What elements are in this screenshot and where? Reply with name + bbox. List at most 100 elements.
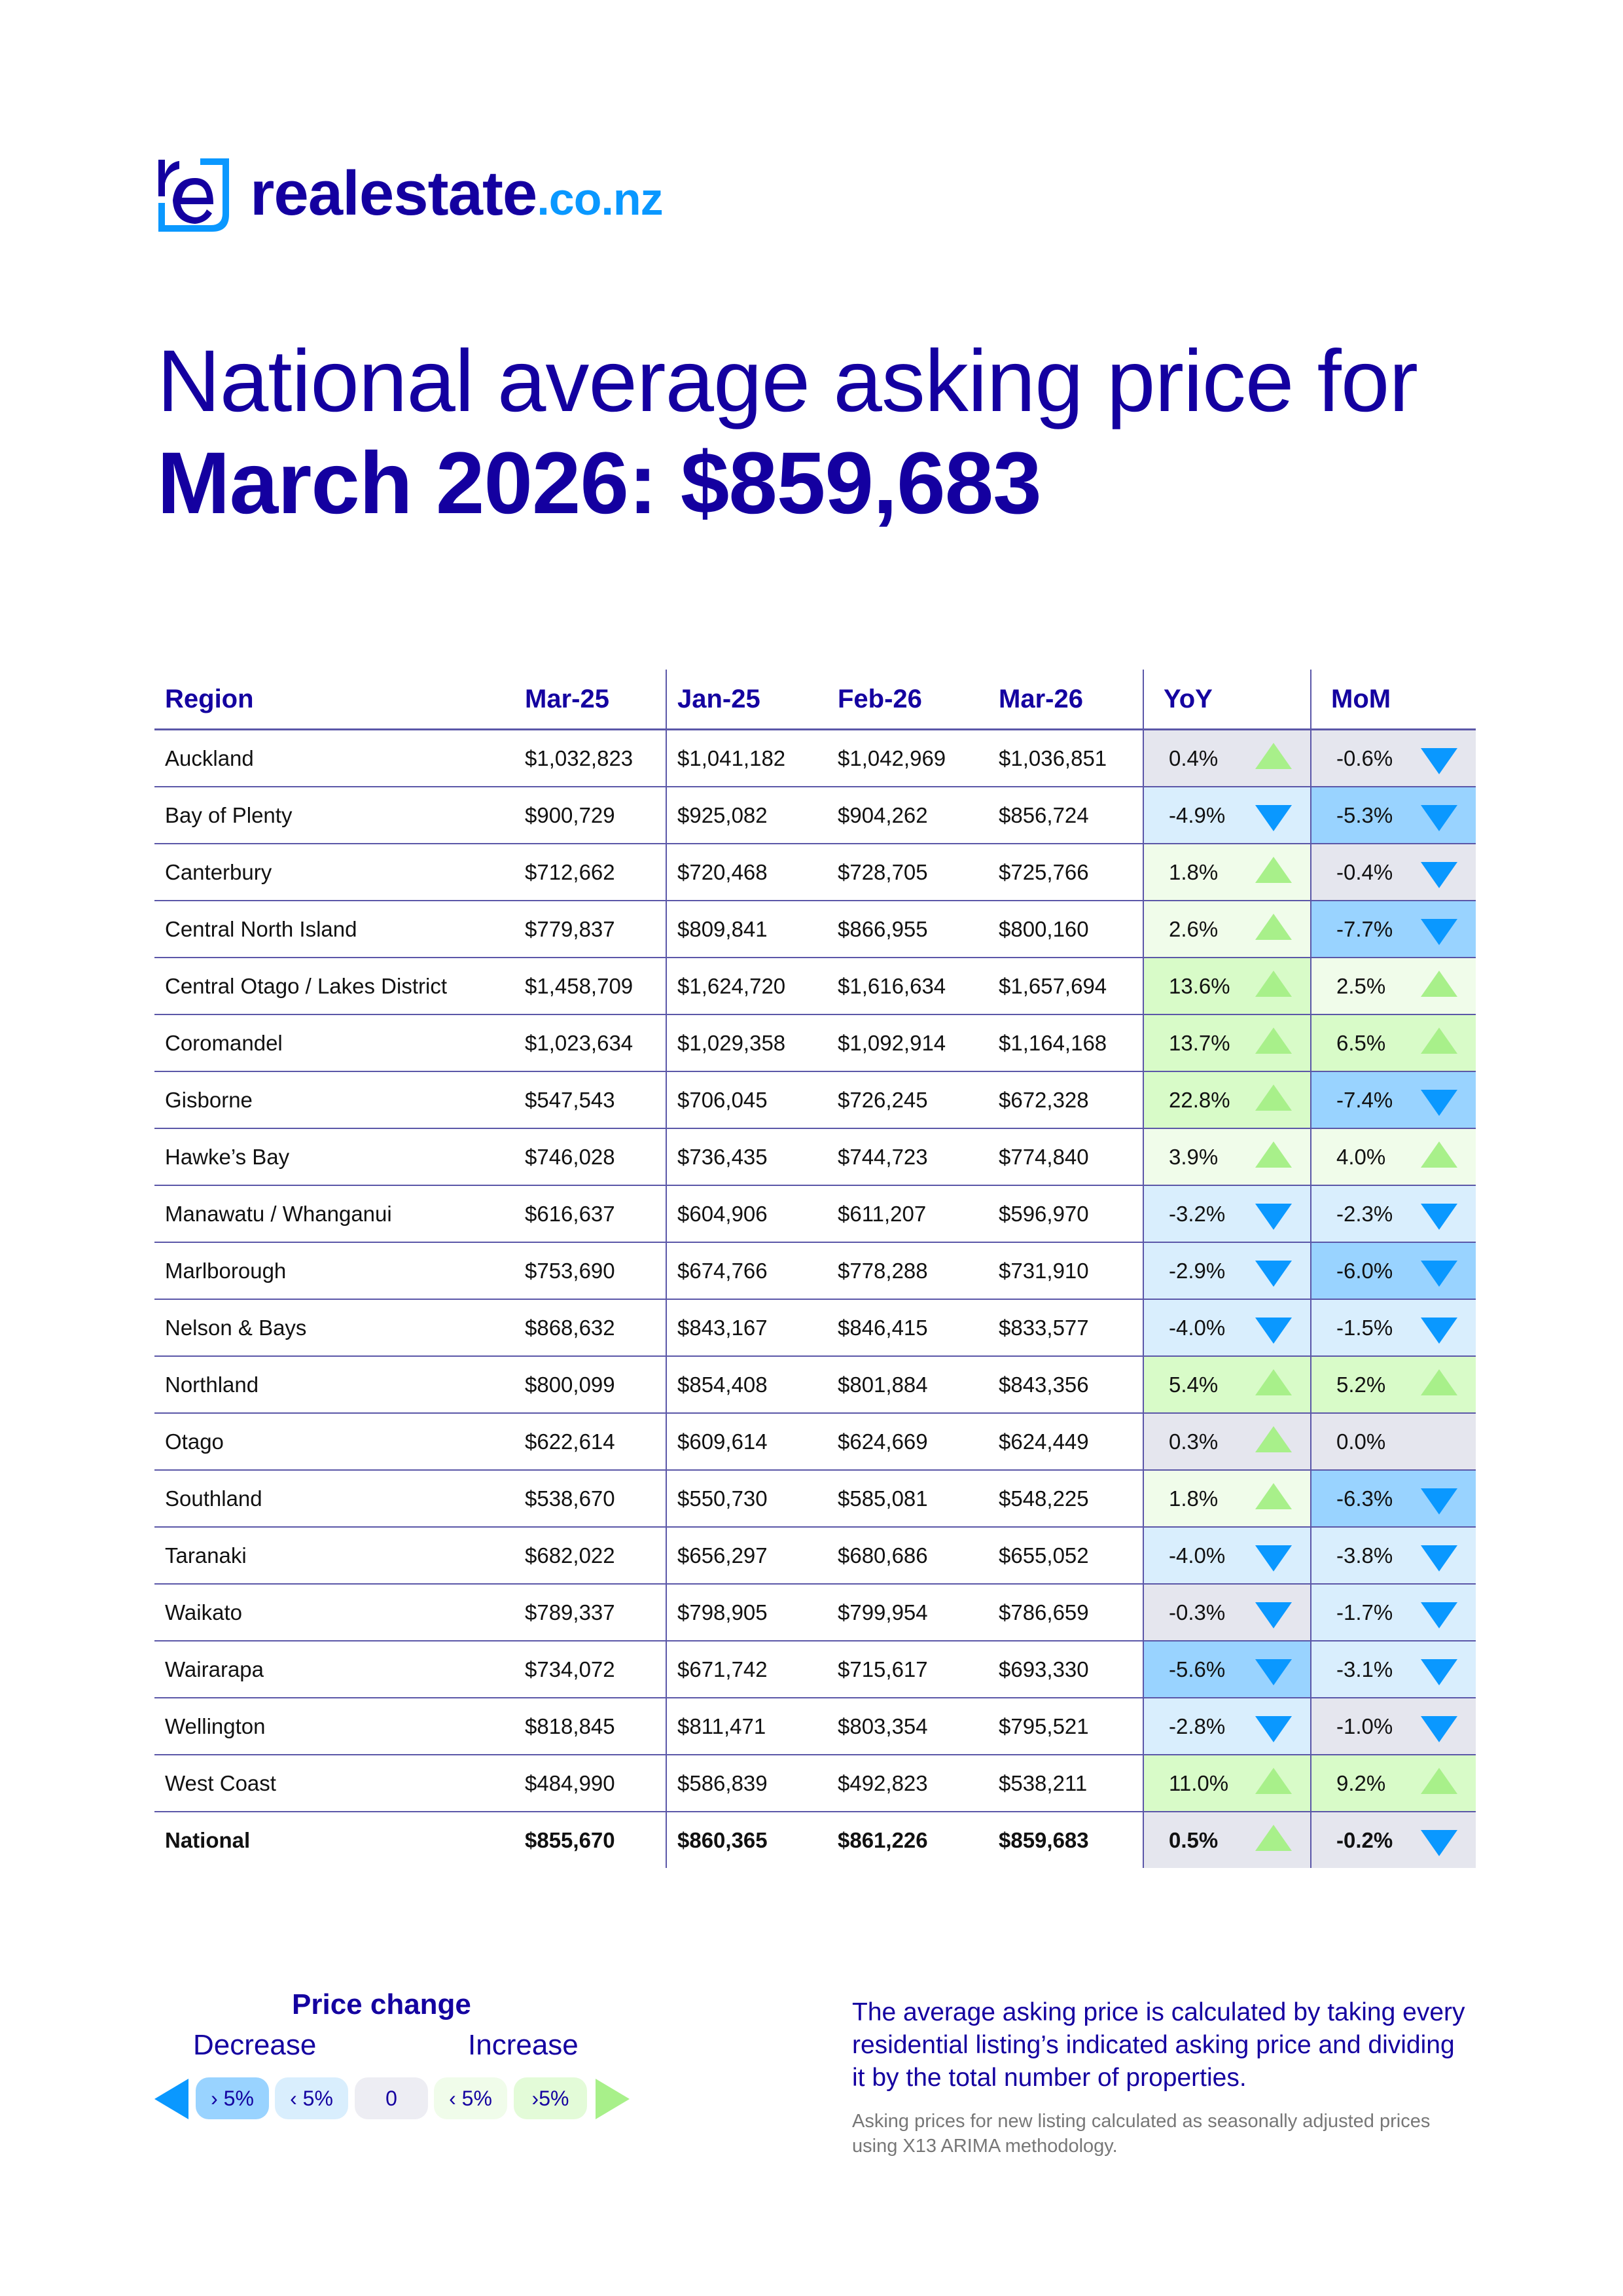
cell-mar-26: $833,577: [988, 1299, 1143, 1357]
cell-value: $774,840: [999, 1144, 1089, 1169]
table-row: Central Otago / Lakes District $1,458,709…: [154, 958, 1476, 1015]
cell-value: $680,686: [838, 1543, 928, 1568]
cell-value: West Coast: [165, 1770, 276, 1795]
cell-value: 13.6%: [1169, 973, 1230, 998]
triangle-up-icon: [1255, 742, 1292, 769]
cell-mar-26: $731,910: [988, 1242, 1143, 1300]
triangle-down-icon: [1255, 804, 1292, 831]
table-row: Marlborough $753,690 $674,766 $778,288 $731,…: [154, 1242, 1476, 1300]
cell-value: $538,211: [999, 1770, 1088, 1795]
cell-feb-26: $846,415: [827, 1299, 988, 1357]
cell-jan-25: $1,029,358: [666, 1014, 827, 1072]
logo-wordmark: realestate.co.nz: [250, 158, 664, 228]
cell-feb-26: $1,616,634: [827, 958, 988, 1015]
cell-mom: -0.2%: [1310, 1812, 1476, 1868]
cell-feb-26: $803,354: [827, 1698, 988, 1755]
cell-jan-25: $656,297: [666, 1527, 827, 1585]
cell-region: Auckland: [154, 729, 514, 787]
legend-pill-decrease: ‹ 5%: [275, 2077, 348, 2119]
cell-mar-25: $855,670: [514, 1812, 666, 1868]
cell-value: $1,023,634: [525, 1030, 633, 1055]
cell-mom: -3.1%: [1310, 1641, 1476, 1698]
cell-value: Manawatu / Whanganui: [165, 1201, 392, 1226]
cell-mar-25: $753,690: [514, 1242, 666, 1300]
cell-value: $1,041,182: [677, 745, 786, 770]
cell-value: $1,657,694: [999, 973, 1107, 998]
triangle-down-icon: [1255, 1602, 1292, 1628]
table-row: Hawke’s Bay $746,028 $736,435 $744,723 $774,…: [154, 1128, 1476, 1186]
cell-value: $1,616,634: [838, 973, 946, 998]
cell-value: 0.5%: [1169, 1827, 1219, 1852]
cell-value: $866,955: [838, 916, 928, 941]
cell-mar-25: $900,729: [514, 787, 666, 844]
cell-mom: -2.3%: [1310, 1185, 1476, 1243]
cell-value: $744,723: [838, 1144, 928, 1169]
cell-value: $682,022: [525, 1543, 615, 1568]
cell-value: $925,082: [677, 802, 768, 827]
cell-value: -0.3%: [1169, 1600, 1226, 1624]
cell-value: $811,471: [677, 1713, 766, 1738]
cell-jan-25: $706,045: [666, 1071, 827, 1129]
cell-yoy: 0.5%: [1143, 1812, 1311, 1868]
cell-value: $868,632: [525, 1315, 615, 1340]
triangle-up-icon: [1255, 1824, 1292, 1851]
cell-jan-25: $1,041,182: [666, 729, 827, 787]
cell-region: Marlborough: [154, 1242, 514, 1300]
cell-region: Central Otago / Lakes District: [154, 958, 514, 1015]
cell-value: $731,910: [999, 1258, 1089, 1283]
cell-mar-26: $774,840: [988, 1128, 1143, 1186]
table-row: Southland $538,670 $550,730 $585,081 $548,22…: [154, 1470, 1476, 1528]
table-row: West Coast $484,990 $586,839 $492,823 $538,2…: [154, 1755, 1476, 1812]
cell-feb-26: $726,245: [827, 1071, 988, 1129]
cell-yoy: -4.9%: [1143, 787, 1311, 844]
cell-mar-25: $538,670: [514, 1470, 666, 1528]
cell-value: -5.6%: [1169, 1657, 1226, 1681]
cell-yoy: -5.6%: [1143, 1641, 1311, 1698]
table-row: Auckland $1,032,823 $1,041,182 $1,042,969 $1…: [154, 729, 1476, 787]
column-header-mar-25: Mar-25: [514, 670, 666, 730]
cell-mar-25: $818,845: [514, 1698, 666, 1755]
cell-yoy: -0.3%: [1143, 1584, 1311, 1641]
cell-mar-26: $800,160: [988, 901, 1143, 958]
triangle-down-icon: [1255, 1545, 1292, 1571]
cell-yoy: -4.0%: [1143, 1299, 1311, 1357]
cell-yoy: 11.0%: [1143, 1755, 1311, 1812]
cell-yoy: 3.9%: [1143, 1128, 1311, 1186]
cell-mom: -7.7%: [1310, 901, 1476, 958]
cell-value: Gisborne: [165, 1087, 253, 1112]
cell-mar-25: $800,099: [514, 1356, 666, 1414]
cell-value: -6.0%: [1336, 1258, 1393, 1283]
cell-value: $801,884: [838, 1372, 928, 1397]
cell-mar-26: $795,521: [988, 1698, 1143, 1755]
decrease-arrow-icon: [154, 2079, 188, 2119]
cell-value: $611,207: [838, 1201, 927, 1226]
cell-mar-26: $596,970: [988, 1185, 1143, 1243]
cell-value: 13.7%: [1169, 1030, 1230, 1055]
column-header-feb-26: Feb-26: [827, 670, 988, 730]
cell-region: Gisborne: [154, 1071, 514, 1129]
triangle-down-icon: [1421, 1545, 1457, 1571]
cell-value: -3.2%: [1169, 1201, 1226, 1226]
cell-value: -7.7%: [1336, 916, 1393, 941]
table-row: Manawatu / Whanganui $616,637 $604,906 $611…: [154, 1185, 1476, 1243]
cell-region: National: [154, 1812, 514, 1868]
table-row: Bay of Plenty $900,729 $925,082 $904,262 $85…: [154, 787, 1476, 844]
cell-value: $859,683: [999, 1827, 1089, 1852]
cell-value: $609,614: [677, 1429, 768, 1454]
cell-value: $904,262: [838, 802, 928, 827]
cell-region: Wairarapa: [154, 1641, 514, 1698]
title-line-2: March 2026: $859,683: [157, 435, 1042, 532]
cell-value: 2.6%: [1169, 916, 1219, 941]
cell-mar-25: $682,022: [514, 1527, 666, 1585]
column-header-jan-25: Jan-25: [666, 670, 827, 730]
cell-value: -4.0%: [1169, 1315, 1226, 1340]
cell-value: 9.2%: [1336, 1770, 1386, 1795]
cell-value: $1,458,709: [525, 973, 633, 998]
table-row: Wairarapa $734,072 $671,742 $715,617 $693,33…: [154, 1641, 1476, 1698]
table-row: Taranaki $682,022 $656,297 $680,686 $655,052…: [154, 1527, 1476, 1585]
cell-mom: 5.2%: [1310, 1356, 1476, 1414]
cell-value: Waikato: [165, 1600, 242, 1624]
triangle-down-icon: [1255, 1715, 1292, 1742]
cell-value: 6.5%: [1336, 1030, 1386, 1055]
cell-value: $720,468: [677, 859, 768, 884]
